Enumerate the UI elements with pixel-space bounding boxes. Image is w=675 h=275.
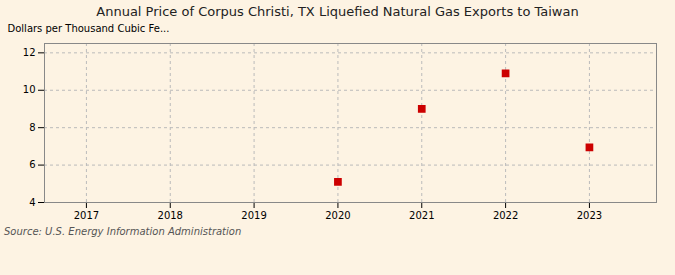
html-text:Annual Price of Corpus Christi: Annual Price of Corpus Christi, TX Lique… <box>96 4 579 19</box>
html-text:Source: U.S. Energy Informatio: Source: U.S. Energy Information Administ… <box>4 226 242 237</box>
svg-text:6: 6 <box>29 159 35 170</box>
svg-text:2023: 2023 <box>577 210 602 221</box>
svg-text:Dollars per Thousand Cubic Fe.: Dollars per Thousand Cubic Fe... <box>8 23 170 34</box>
svg-text:10: 10 <box>23 84 36 95</box>
svg-text:2020: 2020 <box>325 210 350 221</box>
svg-text:2019: 2019 <box>241 210 266 221</box>
svg-text:2022: 2022 <box>493 210 518 221</box>
svg-text:2018: 2018 <box>158 210 183 221</box>
svg-text:12: 12 <box>23 47 36 58</box>
svg-text:2021: 2021 <box>409 210 434 221</box>
svg-text:2017: 2017 <box>74 210 99 221</box>
svg-text:8: 8 <box>29 122 35 133</box>
svg-text:4: 4 <box>29 197 35 208</box>
